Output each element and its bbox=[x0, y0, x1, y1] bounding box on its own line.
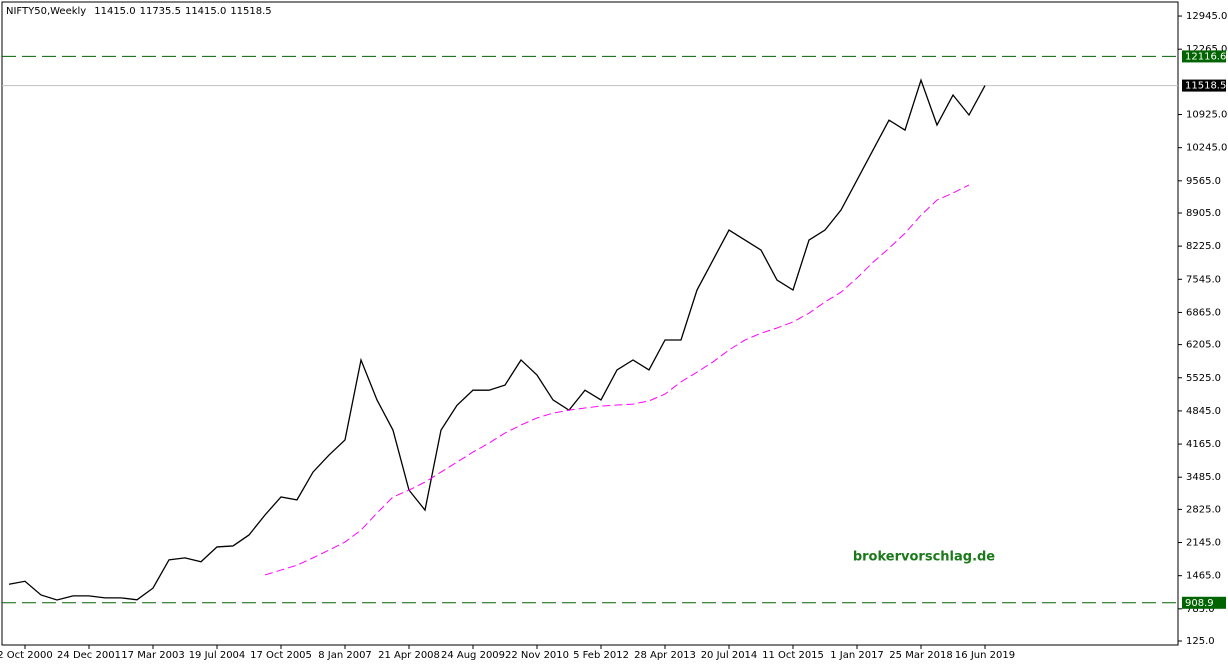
x-tick-label: 21 Apr 2008 bbox=[378, 650, 440, 661]
y-tick-label: 8905.0 bbox=[1186, 208, 1221, 219]
series-line bbox=[264, 184, 970, 576]
x-tick-label: 17 Mar 2003 bbox=[121, 650, 184, 661]
plot-frame bbox=[1, 1, 1179, 646]
level-label: 12116.6 bbox=[1185, 51, 1226, 62]
x-tick-label: 2 Oct 2000 bbox=[0, 650, 53, 661]
ohlc-value: 11735.5 bbox=[140, 6, 181, 17]
ohlc-value: 11415.0 bbox=[94, 6, 135, 17]
chart-title: NIFTY50,Weekly bbox=[6, 6, 86, 17]
y-tick-label: 125.0 bbox=[1186, 636, 1215, 647]
y-tick-label: 10925.0 bbox=[1186, 110, 1227, 121]
level-label-box bbox=[1182, 596, 1226, 609]
level-label: 11518.5 bbox=[1185, 81, 1226, 92]
y-tick-label: 10245.0 bbox=[1186, 143, 1227, 154]
level-label-box bbox=[1182, 50, 1226, 63]
x-tick-label: 8 Jan 2007 bbox=[318, 650, 372, 661]
y-tick-label: 785.0 bbox=[1186, 604, 1215, 615]
x-tick-label: 1 Jan 2017 bbox=[830, 650, 884, 661]
y-tick-label: 5525.0 bbox=[1186, 373, 1221, 384]
y-tick-label: 12945.0 bbox=[1186, 11, 1227, 22]
level-label: 908.9 bbox=[1185, 598, 1214, 609]
chart-header: NIFTY50,Weekly 11415.0 11735.5 11415.0 11518… bbox=[6, 6, 272, 17]
y-tick-label: 1465.0 bbox=[1186, 571, 1221, 582]
x-tick-label: 17 Oct 2005 bbox=[250, 650, 312, 661]
y-tick-label: 8225.0 bbox=[1186, 241, 1221, 252]
y-tick-label: 6865.0 bbox=[1186, 307, 1221, 318]
ohlc-value: 11518.5 bbox=[230, 6, 271, 17]
x-tick-label: 20 Jul 2014 bbox=[701, 650, 758, 661]
x-tick-label: 22 Nov 2010 bbox=[505, 650, 569, 661]
y-tick-label: 2145.0 bbox=[1186, 538, 1221, 549]
x-tick-label: 16 Jun 2019 bbox=[955, 650, 1015, 661]
x-tick-label: 24 Dec 2001 bbox=[57, 650, 121, 661]
y-tick-label: 6205.0 bbox=[1186, 340, 1221, 351]
watermark: brokervorschlag.de bbox=[853, 550, 995, 565]
y-tick-label: 4845.0 bbox=[1186, 406, 1221, 417]
y-tick-label: 9565.0 bbox=[1186, 176, 1221, 187]
x-tick-label: 24 Aug 2009 bbox=[441, 650, 505, 661]
series-line bbox=[8, 78, 986, 601]
x-tick-label: 19 Jul 2004 bbox=[189, 650, 246, 661]
ohlc-value: 11415.0 bbox=[185, 6, 226, 17]
level-label-box bbox=[1182, 79, 1226, 92]
y-tick-label: 7545.0 bbox=[1186, 274, 1221, 285]
x-tick-label: 11 Oct 2015 bbox=[762, 650, 824, 661]
y-tick-label: 3485.0 bbox=[1186, 472, 1221, 483]
y-tick-label: 12265.0 bbox=[1186, 44, 1227, 55]
x-tick-label: 25 Mar 2018 bbox=[889, 650, 952, 661]
x-tick-label: 5 Feb 2012 bbox=[573, 650, 629, 661]
y-tick-label: 2825.0 bbox=[1186, 504, 1221, 515]
x-tick-label: 28 Apr 2013 bbox=[634, 650, 696, 661]
y-tick-label: 4165.0 bbox=[1186, 439, 1221, 450]
